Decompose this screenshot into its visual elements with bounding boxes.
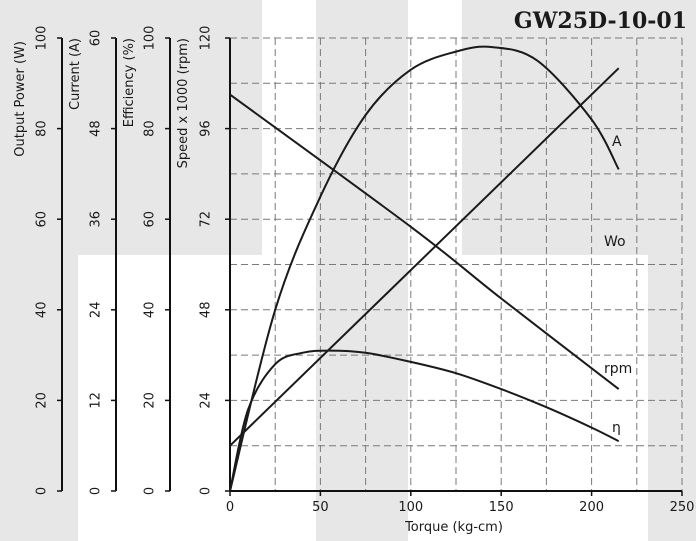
y-tick-label: 60 (143, 211, 158, 228)
y-tick-label: 0 (35, 487, 50, 495)
y-tick-label: 0 (89, 487, 104, 495)
background-band (0, 0, 262, 255)
y-tick-label: 12 (89, 392, 104, 409)
y-tick-label: 96 (199, 120, 214, 137)
y-tick-label: 72 (199, 211, 214, 228)
y-tick-label: 0 (143, 487, 158, 495)
y-tick-label: 60 (89, 30, 104, 47)
y-tick-label: 60 (35, 211, 50, 228)
y-axis-label: Current (A) (68, 38, 83, 110)
x-tick-label: 250 (670, 500, 695, 515)
y-tick-label: 100 (143, 26, 158, 51)
y-tick-label: 80 (143, 120, 158, 137)
series-label-wo: Wo (604, 234, 626, 250)
grid (230, 37, 683, 491)
series-line-wo (229, 45, 620, 492)
background-band (316, 0, 408, 541)
x-axis-label: Torque (kg-cm) (404, 520, 503, 535)
series-label-rpm: rpm (604, 361, 632, 377)
series (229, 45, 620, 492)
background-band (648, 255, 696, 541)
y-tick-label: 24 (89, 302, 104, 319)
y-tick-label: 40 (143, 302, 158, 319)
x-tick-label: 150 (489, 500, 514, 515)
series-label-a: A (612, 134, 622, 150)
x-tick-label: 0 (226, 500, 234, 515)
chart-title: GW25D-10-01 (514, 8, 687, 34)
y-tick-label: 20 (35, 392, 50, 409)
y-tick-label: 36 (89, 211, 104, 228)
y-tick-label: 0 (199, 487, 214, 495)
y-tick-label: 24 (199, 392, 214, 409)
x-tick-label: 50 (312, 500, 329, 515)
y-axis-label: Output Power (W) (13, 41, 28, 157)
x-tick-label: 100 (398, 500, 423, 515)
y-axis-label: Efficiency (%) (122, 38, 137, 127)
labels: Wo Aη rpm (604, 134, 632, 436)
y-tick-label: 120 (199, 26, 214, 51)
y-tick-label: 40 (35, 302, 50, 319)
y-tick-label: 80 (35, 120, 50, 137)
series-line-eta (229, 349, 620, 492)
y-tick-label: 100 (35, 26, 50, 51)
x-tick-label: 200 (579, 500, 604, 515)
background-band (0, 255, 78, 541)
series-label-eta: η (612, 420, 621, 436)
y-axis-label: Speed x 1000 (rpm) (176, 38, 191, 168)
y-tick-label: 48 (89, 120, 104, 137)
y-tick-label: 48 (199, 302, 214, 319)
y-tick-label: 20 (143, 392, 158, 409)
series-line-a (229, 67, 620, 447)
series-line-rpm (229, 93, 620, 390)
